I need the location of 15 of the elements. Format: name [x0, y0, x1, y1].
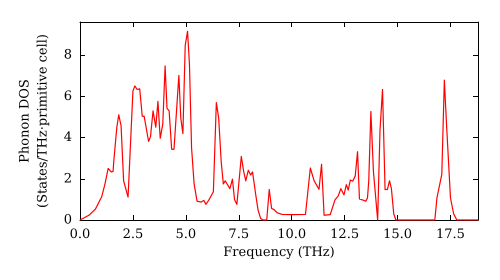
x-tick-label: 2.5 [122, 227, 144, 242]
x-tick-label: 0.0 [70, 227, 90, 242]
x-tick-label: 5.0 [176, 227, 196, 242]
x-axis-title: Frequency (THz) [223, 244, 335, 260]
y-tick-label: 8 [64, 48, 72, 62]
x-tick-label: 15.0 [383, 227, 412, 242]
x-tick-label: 10.0 [277, 227, 306, 242]
x-tick-label: 17.5 [436, 227, 465, 242]
x-tick-label: 7.5 [228, 227, 250, 242]
y-tick-label: 6 [64, 88, 72, 104]
y-tick-label: 4 [64, 130, 72, 145]
y-axis-title: Phonon DOS (States/THz·primitive cell) [18, 34, 50, 208]
y-tick-label: 2 [64, 171, 72, 186]
y-tick-label: 0 [64, 212, 72, 228]
x-tick-label: 12.5 [330, 227, 360, 242]
